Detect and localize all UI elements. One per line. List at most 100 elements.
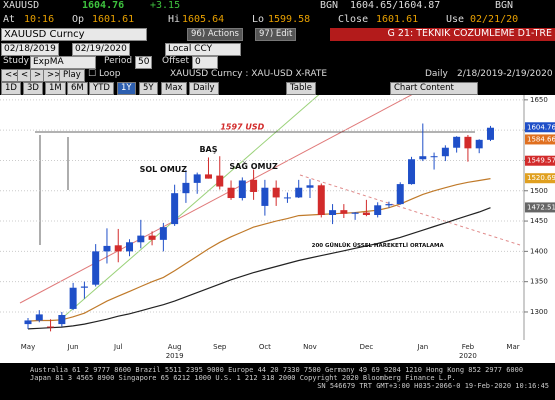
period-input[interactable]: 50 [135,56,153,69]
command-row: XAUUSD Curncy 96) Actions 97) Edit G 21:… [0,28,555,42]
candle-body [103,245,111,252]
currency-select[interactable]: Local CCY [165,43,241,56]
candle-body [362,212,370,215]
candle-body [340,210,348,214]
value: 02/21/20 [470,14,519,25]
period-tab[interactable]: 5Y [139,82,158,95]
y-tick-label: 1650 [530,96,548,104]
period-tab[interactable]: 6M [67,82,88,95]
last-price: 1604.76 [82,0,125,11]
nav-row: << < > >> Play ☐ Loop XAUUSD Curncy : XA… [0,69,555,82]
value: 1599.58 [268,14,311,25]
x-tick-label: Aug [168,343,182,351]
candle-body [24,320,32,325]
candle-body [216,175,224,187]
value: 1605.64 [182,14,225,25]
tab-row: Table Chart Content 1D 3D 1M 6M YTD 1Y 5Y Max Da… [0,82,555,95]
ticker: XAUUSD [3,0,40,11]
footer: Australia 61 2 9777 8600 Brazil 5511 239… [0,366,555,400]
annotation: SOL OMUZ [140,165,188,174]
period-tab[interactable]: 1M [45,82,66,95]
date-from[interactable]: 02/18/2019 [1,43,59,56]
candle-body [317,185,325,215]
candle-body [92,251,100,285]
loop-checkbox[interactable]: ☐ Loop [88,69,121,79]
candle-body [80,286,88,288]
trend-line [19,95,413,304]
table-button[interactable]: Table [286,82,316,95]
change: +3.15 [150,0,181,11]
annotation: BAŞ [199,145,217,154]
candle-body [272,187,280,198]
candle-body [329,210,337,215]
label: Study [3,56,29,66]
year-label: 2020 [459,352,477,360]
edit-button[interactable]: 97) Edit [255,28,297,41]
x-tick-label: Jan [416,343,428,351]
period-tab[interactable]: YTD [89,82,114,95]
quote-row: XAUUSD 1604.76 +3.15 BGN 1604.65/1604.87… [0,0,555,14]
source: BGN [495,0,514,11]
price-label-box [525,122,555,133]
value: 10:16 [24,14,55,25]
period-tab[interactable]: Daily [189,82,219,95]
price-label-box [525,173,555,184]
candle-body [182,182,190,194]
bid-ask: 1604.65/1604.87 [350,0,441,11]
period-tab[interactable]: Max [161,82,187,95]
period-tab[interactable]: 1Y [117,82,136,95]
page-title: G 21: TEKNIK COZUMLEME D1-TRE [330,28,555,41]
candle-body [137,235,145,243]
candle-body [193,174,201,183]
candle-body [238,180,246,199]
actions-button[interactable]: 96) Actions [187,28,243,41]
candle-body [126,242,134,252]
candle-body [171,193,179,225]
chart-content-button[interactable]: Chart Content [390,82,478,95]
x-tick-label: Jul [113,343,123,351]
x-tick-label: Nov [303,343,317,351]
study-select[interactable]: ExpMA [30,56,96,69]
range: 2/18/2019-2/19/2020 [457,69,553,79]
label: Loop [98,69,121,79]
price-label: 1472.51 [527,203,555,211]
footer-line: Australia 61 2 9777 8600 Brazil 5511 239… [30,366,524,374]
candle-body [35,314,43,321]
y-tick-label: 1450 [530,217,548,225]
candle-body [453,136,461,148]
candle-body [204,174,212,179]
label: Close [338,14,369,25]
label: Op [72,14,85,25]
description: XAUUSD Curncy : XAU-USD X-RATE [170,69,328,79]
annotation: SAĞ OMUZ [229,160,278,171]
label: Offset [162,56,190,66]
x-tick-label: Jun [67,343,79,351]
value: 1601.61 [376,14,419,25]
candle-body [430,156,438,158]
y-tick-label: 1350 [530,278,548,286]
play-button[interactable]: Play [59,69,85,82]
label: Use [446,14,465,25]
candle-body [295,187,303,198]
moving-average [27,207,491,330]
candle-body [261,187,269,206]
candle-body [283,197,291,199]
offset-input[interactable]: 0 [192,56,218,69]
candle-body [69,287,77,309]
date-to[interactable]: 02/19/2020 [72,43,130,56]
year-label: 2019 [166,352,184,360]
security-input[interactable]: XAUUSD Curncy [1,28,147,41]
period-tab[interactable]: 3D [23,82,43,95]
trend-line [299,174,521,246]
y-tick-label: 1300 [530,308,548,316]
y-tick-label: 1500 [530,187,548,195]
candle-body [114,245,122,252]
price-label: 1549.57 [527,157,555,165]
label: At [3,14,16,25]
candle-body [419,156,427,160]
candle-body [486,127,494,140]
annotation: 200 GÜNLÜK ÜSSEL HAREKETLİ ORTALAMA [312,242,445,249]
period-tab[interactable]: 1D [1,82,21,95]
candle-body [396,184,404,205]
